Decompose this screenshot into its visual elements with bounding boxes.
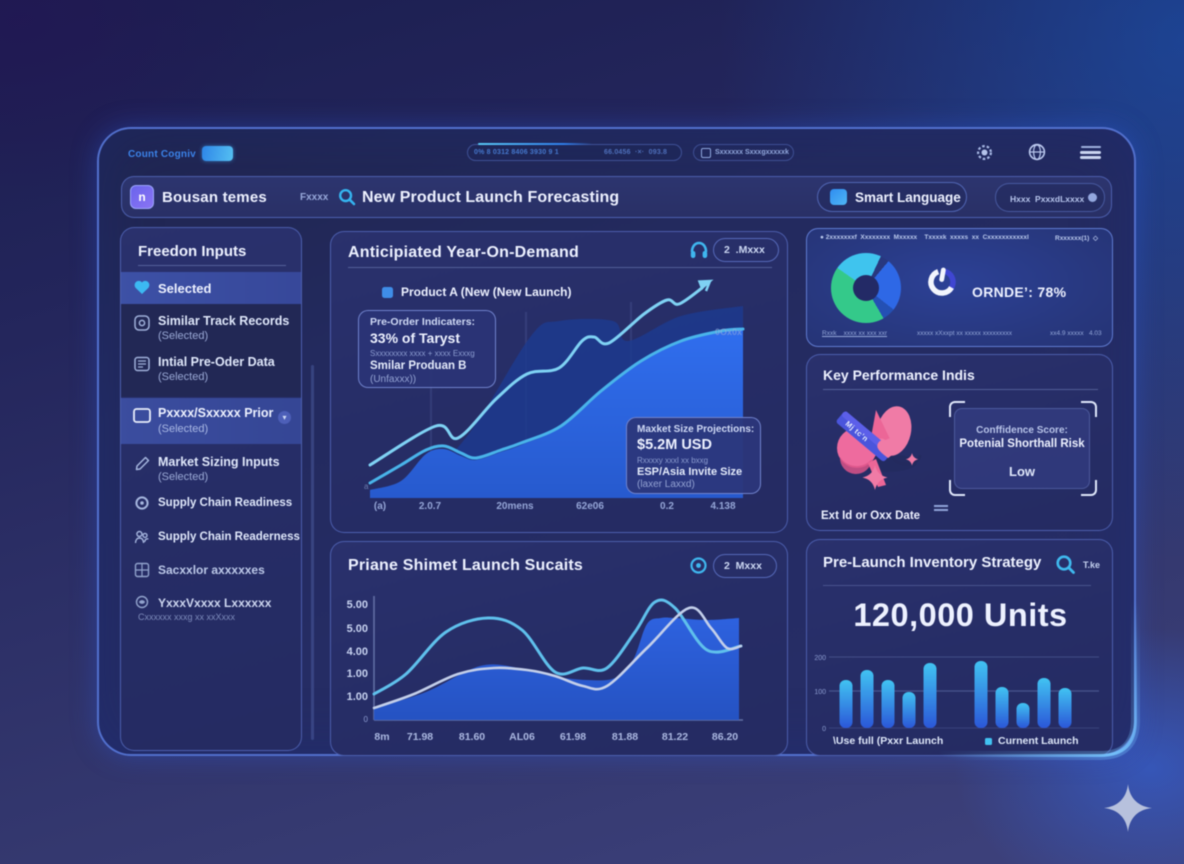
svg-text:100: 100	[814, 689, 826, 696]
svg-text:a: a	[364, 482, 369, 491]
svg-text:200: 200	[814, 655, 826, 662]
svg-text:0Ox0x: 0Ox0x	[715, 327, 742, 337]
svg-text:0: 0	[822, 726, 826, 733]
